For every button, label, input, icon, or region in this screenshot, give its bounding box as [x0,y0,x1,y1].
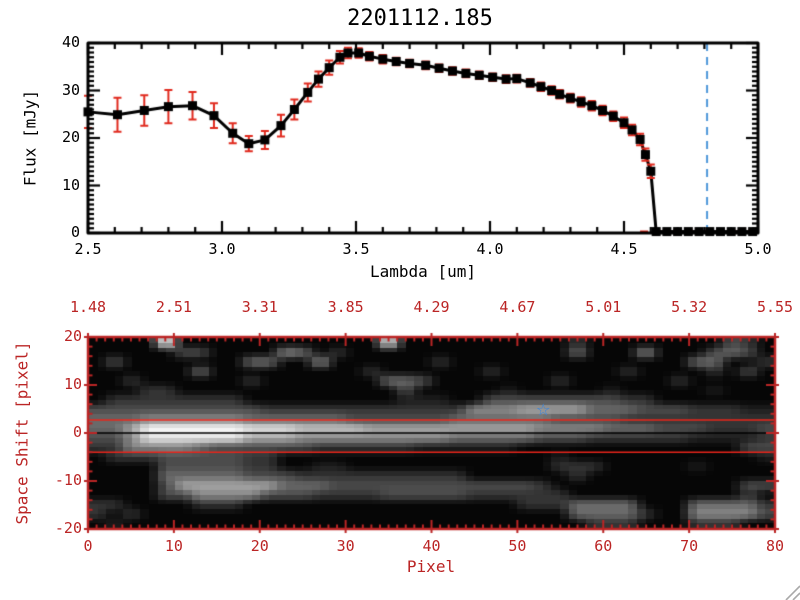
page-title: 2201112.185 [347,6,493,31]
space-shift-y-tick-label: 10 [63,375,82,393]
resize-grip-icon [785,585,800,600]
wavelength-top-tick-label: 5.01 [585,298,622,316]
resize-grip[interactable] [782,582,800,600]
spectrum-x-tick-label: 5.0 [744,240,772,258]
spectrum-canvas [0,0,800,290]
pixel-axis-label: Pixel [406,557,456,576]
space-shift-y-tick-label: -10 [54,471,82,489]
wavelength-top-tick-label: 2.51 [155,298,192,316]
spectrum-x-tick-label: 4.5 [610,240,638,258]
wavelength-top-tick-label: 4.29 [413,298,450,316]
spectral-image-canvas [0,290,800,600]
pixel-x-tick-label: 40 [422,537,441,555]
spectrum-y-tick-label: 0 [70,223,80,241]
spectrum-y-tick-label: 30 [61,80,80,99]
wavelength-top-tick-label: 3.85 [327,298,364,316]
spectrum-x-tick-label: 3.0 [208,240,236,258]
spectrum-x-tick-label: 3.5 [342,240,370,258]
pixel-x-tick-label: 30 [336,537,355,555]
pixel-x-tick-label: 50 [508,537,527,555]
pixel-x-tick-label: 20 [250,537,269,555]
spectrum-y-tick-label: 40 [61,33,80,51]
spectrum-x-tick-label: 2.5 [74,240,102,258]
spectrum-x-tick-label: 4.0 [476,240,504,258]
pixel-x-tick-label: 0 [83,537,93,555]
wavelength-top-tick-label: 5.32 [671,298,708,316]
pixel-x-tick-label: 10 [164,537,183,555]
pixel-x-tick-label: 70 [680,537,699,555]
space-shift-y-tick-label: 20 [63,327,82,345]
pixel-x-tick-label: 60 [594,537,613,555]
lambda-axis-label: Lambda [um] [370,262,476,281]
space-shift-y-tick-label: 0 [72,423,82,441]
space-shift-y-tick-label: -20 [54,519,82,537]
spectrum-y-tick-label: 10 [61,175,80,194]
wavelength-top-tick-label: 5.55 [756,298,794,316]
star-marker-icon: ☆ [536,395,551,422]
wavelength-top-tick-label: 1.48 [69,298,107,316]
wavelength-top-tick-label: 4.67 [499,298,536,316]
pixel-x-tick-label: 80 [765,537,785,555]
wavelength-top-tick-label: 3.31 [241,298,278,316]
spectrum-y-tick-label: 20 [61,128,80,146]
